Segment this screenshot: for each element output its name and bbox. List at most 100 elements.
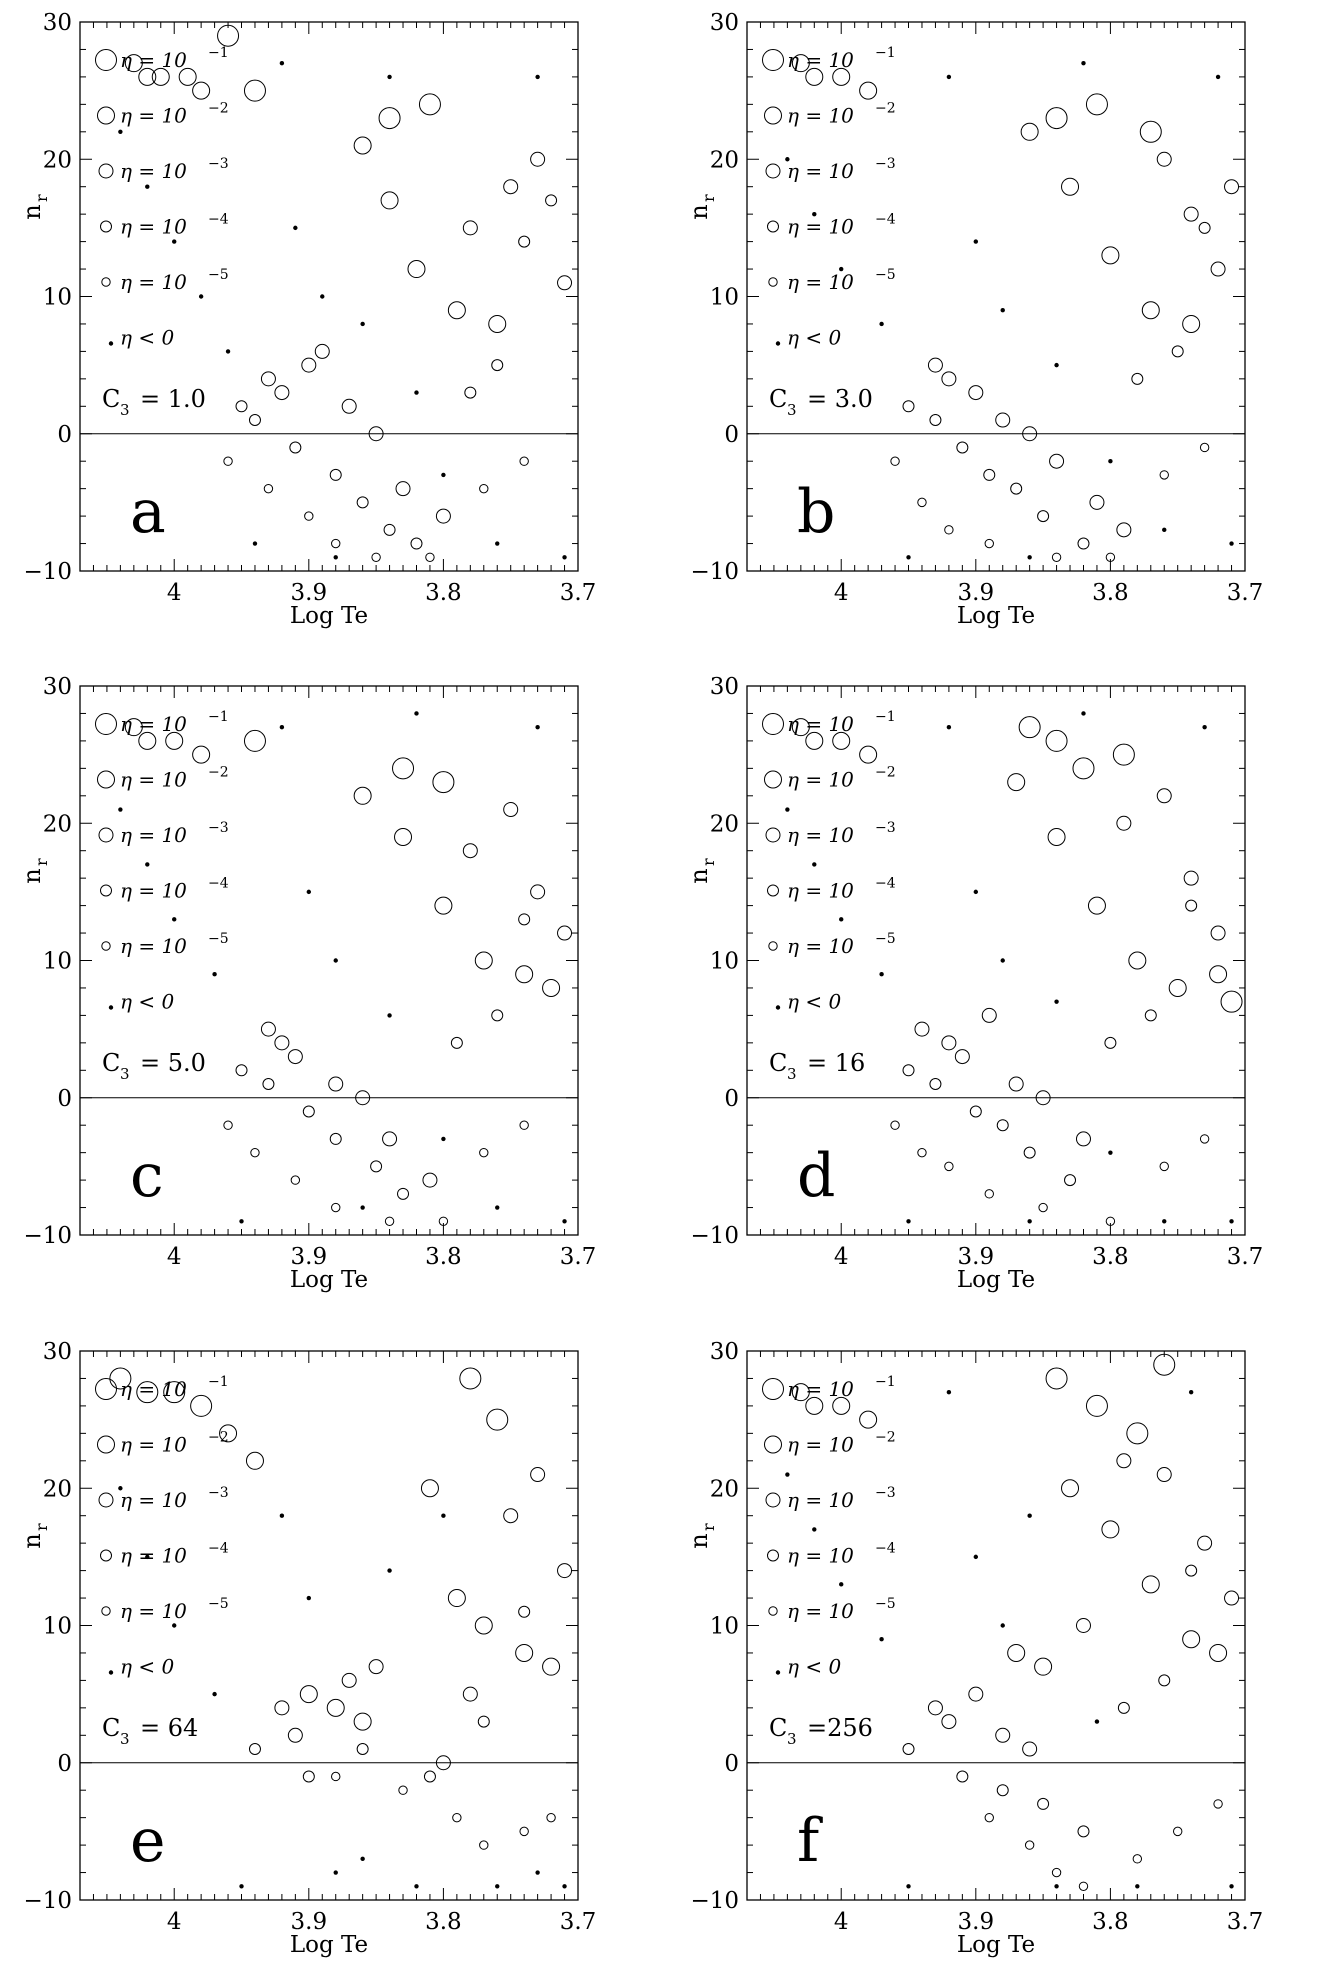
eta-circle-level-4 [996,1119,1009,1132]
eta-circle-level-3 [395,481,411,497]
eta-circle-level-3 [503,179,519,195]
legend-label: η = 10 [787,879,854,903]
y-axis-label-subscript: r [32,858,51,866]
negative-eta-dot [535,74,540,80]
constant-label: C [102,385,120,413]
constant-subscript: 3 [120,401,130,419]
eta-circle-level-3 [1022,426,1038,442]
legend-circle-symbol [768,941,778,951]
eta-circle-level-3 [287,1049,303,1065]
eta-circle-level-5 [917,1147,927,1158]
legend-exponent: −1 [208,45,229,61]
y-axis-label: nr [18,858,51,884]
eta-circle-level-3 [1022,1741,1038,1757]
negative-eta-dot [839,1582,844,1587]
negative-eta-dot [1188,1389,1194,1395]
legend-circle-symbol [764,770,782,789]
legend-circle-symbol [765,1492,781,1508]
eta-circle-level-2 [1034,1657,1053,1676]
eta-circle-level-1 [136,1381,159,1404]
negative-eta-dot [118,807,123,812]
negative-eta-dot [839,266,844,272]
negative-eta-dot [906,1884,911,1889]
negative-eta-dot [360,1205,365,1210]
y-axis-label-subscript: r [699,1523,718,1531]
negative-eta-dot [906,1219,911,1224]
negative-eta-dot [1081,60,1086,66]
constant-label: C [102,1714,120,1742]
eta-circle-level-2 [805,1396,824,1415]
y-axis-label-subscript: r [699,194,718,202]
eta-circle-level-4 [518,235,531,248]
y-tick-label: 20 [710,147,739,173]
eta-circle-level-3 [1156,1467,1172,1483]
eta-circle-level-5 [1051,1867,1062,1878]
y-tick-label: 30 [43,674,72,700]
eta-circle-level-4 [248,1743,261,1756]
legend-circle-symbol [100,884,112,897]
constant-annotation: C 3 = 16 [769,1049,865,1083]
eta-circle-level-2 [515,965,534,984]
legend-circle-symbol [765,163,781,179]
negative-eta-dot [387,74,392,80]
negative-eta-dot [212,1691,217,1697]
eta-circle-level-4 [518,913,531,926]
eta-circle-level-5 [1051,552,1062,562]
x-tick-label: 3.7 [1227,1244,1264,1270]
legend-label: η = 10 [787,159,854,183]
eta-circle-level-5 [944,1161,954,1172]
eta-circle-level-3 [968,385,984,401]
legend-dot-symbol [108,341,114,346]
legend-circle-symbol [768,1606,778,1616]
legend-circle-symbol [100,220,112,233]
legend-label: η = 10 [787,48,854,72]
negative-eta-dot [495,1205,500,1210]
legend-label: η = 10 [120,1599,187,1623]
eta-circle-level-5 [1132,1854,1143,1864]
negative-eta-dot [333,555,338,560]
eta-circle-level-4 [929,414,942,427]
eta-circle-level-4 [370,1160,383,1173]
negative-eta-dot [239,1884,244,1889]
y-tick-label: 30 [43,1339,72,1365]
negative-eta-dot [118,1486,123,1491]
legend-circle-symbol [95,713,117,735]
legend-label: η = 10 [120,1544,187,1568]
eta-circle-level-5 [331,1202,341,1213]
eta-circle-level-4 [929,1078,942,1091]
eta-circle-level-2 [474,1616,493,1635]
eta-circle-level-3 [530,884,546,900]
eta-circle-level-3 [941,1714,957,1730]
constant-value: =256 [807,1714,873,1742]
eta-circle-level-4 [356,496,369,509]
eta-circle-level-3 [1224,1590,1240,1606]
eta-circle-level-2 [1182,1630,1201,1649]
negative-eta-dot [172,239,177,244]
eta-circle-level-5 [984,1812,994,1823]
eta-circle-level-3 [1210,925,1226,941]
eta-circle-level-5 [519,1120,529,1130]
negative-eta-dot [360,1856,365,1862]
negative-eta-dot [1215,74,1221,80]
legend-label: η = 10 [787,1488,854,1512]
y-axis-label: nr [685,1523,718,1549]
y-tick-label: 30 [43,10,72,36]
eta-circle-level-3 [981,1007,997,1023]
negative-eta-dot [279,724,285,730]
legend-label: η = 10 [120,1377,187,1401]
panel-label: a [130,477,166,547]
legend-exponent: −3 [208,156,229,172]
eta-circle-level-2 [791,1383,810,1402]
y-tick-label: 30 [710,10,739,36]
eta-circle-level-3 [995,1727,1011,1743]
legend-label: η = 10 [120,768,187,792]
eta-circle-level-4 [1198,221,1211,234]
legend-label: η = 10 [120,879,187,903]
eta-circle-level-3 [260,1021,276,1037]
constant-value: = 1.0 [140,385,206,413]
negative-eta-dot [306,1595,312,1601]
legend-exponent: −3 [875,1485,896,1501]
eta-circle-level-2 [1007,773,1026,792]
legend: η = 10 −1 η = 10 −2 η = 10 −3 η = 10 −4 η = 10 −5… [95,45,229,350]
